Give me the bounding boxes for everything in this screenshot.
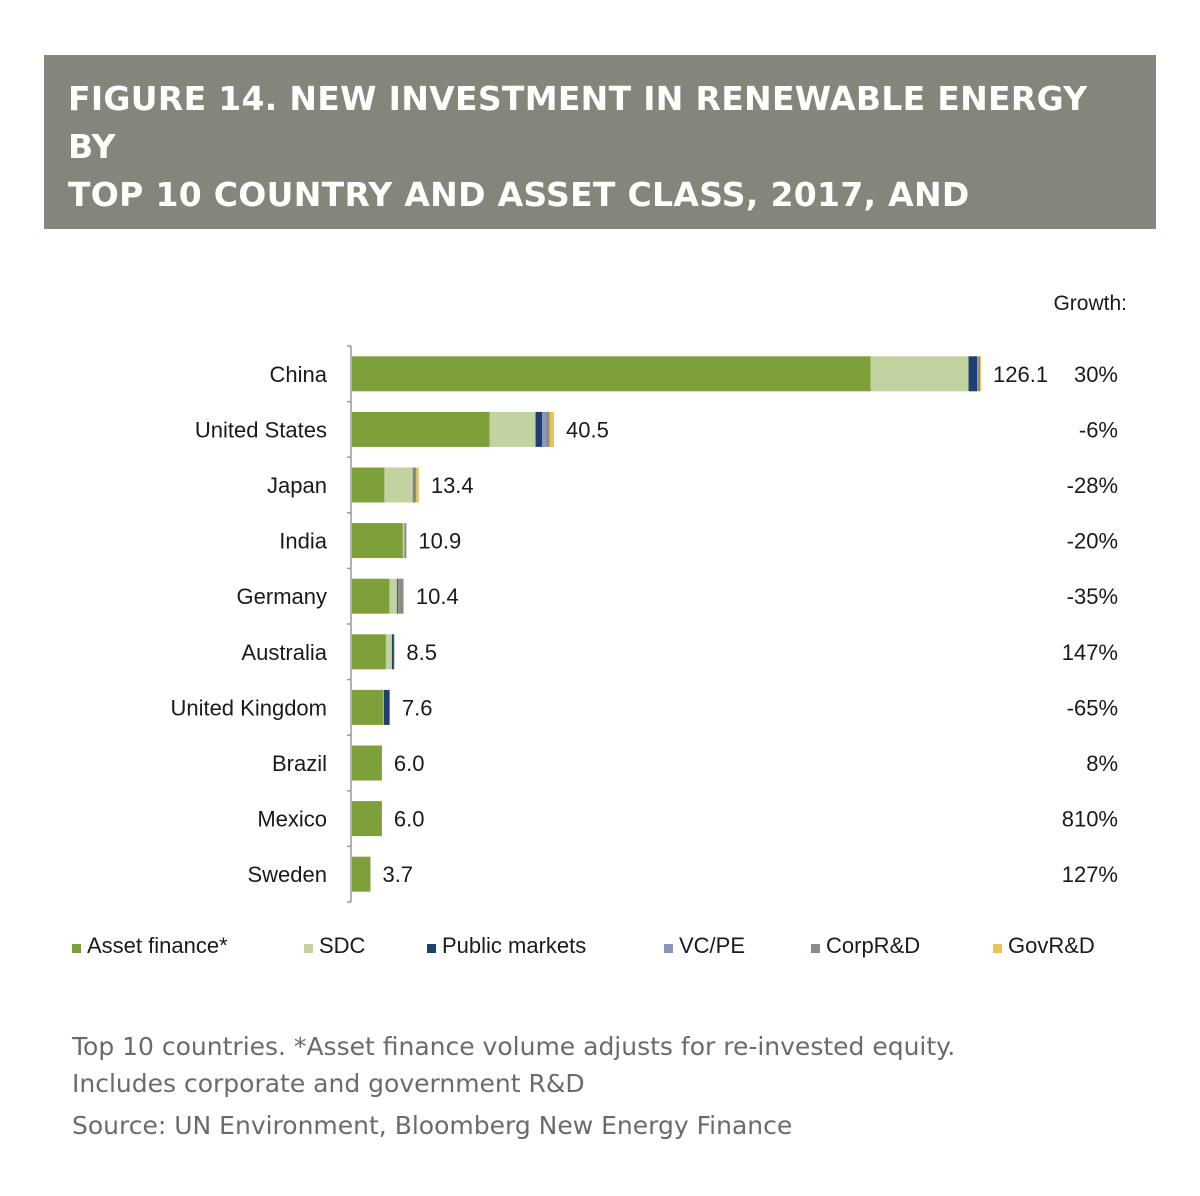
bar-segment: [413, 467, 417, 503]
legend-label: Asset finance*: [87, 933, 228, 958]
figure-title-box: FIGURE 14. NEW INVESTMENT IN RENEWABLE E…: [44, 55, 1156, 310]
figure-notes: Top 10 countries. *Asset finance volume …: [72, 1028, 955, 1144]
bar-segment: [402, 523, 405, 559]
bar-segment: [978, 356, 981, 392]
growth-header: Growth:: [1053, 292, 1127, 315]
total-label: 40.5: [566, 417, 609, 442]
title-line-1: FIGURE 14. NEW INVESTMENT IN RENEWABLE E…: [68, 79, 1088, 166]
growth-label: 147%: [1062, 640, 1118, 665]
bar-segment: [489, 411, 536, 447]
legend-item: Public markets: [427, 926, 586, 966]
total-label: 6.0: [394, 751, 425, 776]
category-label: Germany: [237, 584, 327, 609]
total-label: 10.4: [416, 584, 459, 609]
bar-segment: [389, 578, 397, 614]
bar-segment: [352, 801, 382, 837]
total-label: 126.1: [993, 362, 1048, 387]
total-label: 6.0: [394, 807, 425, 832]
bar-segment: [396, 578, 398, 614]
category-label: Japan: [267, 473, 327, 498]
category-label: Australia: [241, 640, 327, 665]
legend-item: CorpR&D: [811, 926, 920, 966]
bar-segment: [549, 411, 555, 447]
legend-swatch: [304, 943, 313, 953]
bar-segment: [385, 634, 392, 670]
bar-segment: [352, 523, 403, 559]
legend-swatch: [427, 943, 436, 953]
bar-segment: [352, 689, 384, 725]
legend-label: VC/PE: [679, 933, 746, 958]
bar-segment: [352, 411, 490, 447]
growth-label: -28%: [1067, 473, 1118, 498]
growth-label: 8%: [1086, 751, 1118, 776]
total-label: 10.9: [418, 529, 461, 554]
bar-segment: [352, 467, 385, 503]
bar-segment: [352, 356, 871, 392]
legend-label: SDC: [319, 933, 366, 958]
bar-segment: [404, 523, 407, 559]
category-label: United Kingdom: [170, 695, 327, 720]
source-line: Source: UN Environment, Bloomberg New En…: [72, 1111, 793, 1140]
bar-segment: [384, 467, 413, 503]
figure-title: FIGURE 14. NEW INVESTMENT IN RENEWABLE E…: [68, 75, 1132, 315]
bar-segment: [352, 578, 390, 614]
growth-label: -35%: [1067, 584, 1118, 609]
growth-label: -20%: [1067, 529, 1118, 554]
bar-segment: [383, 689, 390, 725]
legend-swatch: [664, 943, 673, 953]
bar-segment: [352, 856, 371, 892]
bar-segment: [535, 411, 543, 447]
legend-label: Public markets: [442, 933, 587, 958]
stacked-bar-chart: Growth: China 126.1 30% United States 40.5 -6%…: [170, 292, 1127, 903]
legend-item: SDC: [304, 926, 365, 966]
bar-segment: [546, 411, 550, 447]
legend-label: GovR&D: [1008, 933, 1095, 958]
bar-segment: [977, 356, 979, 392]
growth-label: -6%: [1079, 417, 1118, 442]
category-label: United States: [195, 417, 327, 442]
bar-segment: [398, 578, 404, 614]
bar-segment: [980, 356, 981, 392]
bar-segment: [352, 745, 382, 781]
bar-segment: [352, 634, 386, 670]
growth-label: -65%: [1067, 695, 1118, 720]
bar-segment: [968, 356, 978, 392]
total-label: 7.6: [402, 695, 433, 720]
bar-segment: [870, 356, 969, 392]
category-label: Brazil: [272, 751, 327, 776]
growth-label: 127%: [1062, 862, 1118, 887]
category-label: China: [270, 362, 328, 387]
legend-swatch: [72, 943, 81, 953]
chart-legend: Asset finance* SDC Public markets VC/PE Corp…: [72, 926, 1152, 966]
total-label: 13.4: [431, 473, 474, 498]
category-label: India: [279, 529, 327, 554]
growth-label: 810%: [1062, 807, 1118, 832]
legend-item: Asset finance*: [72, 926, 228, 966]
category-label: Sweden: [247, 862, 327, 887]
category-label: Mexico: [257, 807, 327, 832]
total-label: 8.5: [406, 640, 437, 665]
note-line-2: Includes corporate and government R&D: [72, 1069, 585, 1098]
legend-swatch: [811, 943, 820, 953]
bar-segment: [542, 411, 547, 447]
note-line-1: Top 10 countries. *Asset finance volume …: [72, 1032, 956, 1061]
bar-segment: [391, 634, 394, 670]
growth-label: 30%: [1074, 362, 1118, 387]
title-line-2: TOP 10 COUNTRY AND ASSET CLASS, 2017, AN…: [68, 175, 970, 262]
legend-item: GovR&D: [993, 926, 1095, 966]
total-label: 3.7: [382, 862, 413, 887]
legend-swatch: [993, 943, 1002, 953]
legend-item: VC/PE: [664, 926, 745, 966]
bar-segment: [416, 467, 419, 503]
title-line-3: ON 2016, $BN: [68, 271, 331, 310]
legend-label: CorpR&D: [826, 933, 921, 958]
